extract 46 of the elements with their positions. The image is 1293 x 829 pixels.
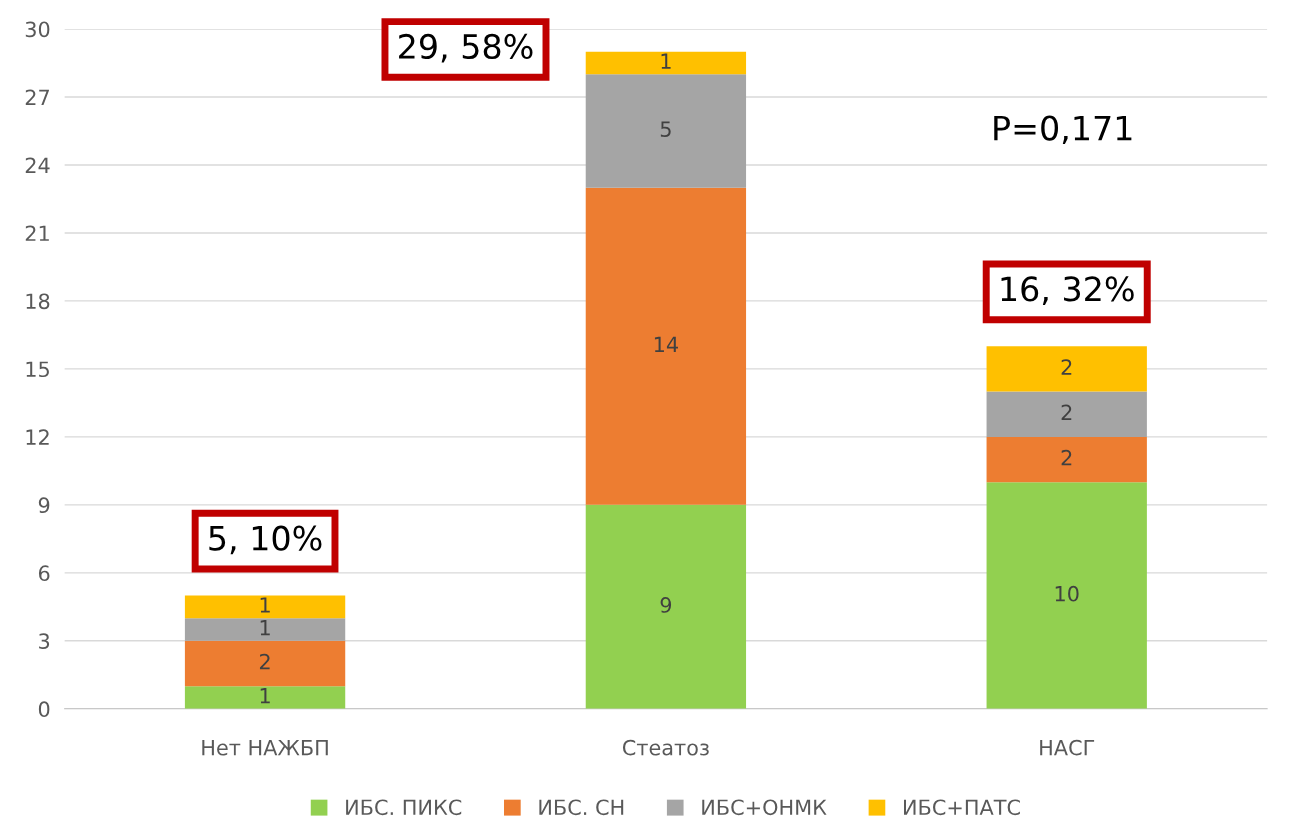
data-label: 2 [259, 653, 270, 670]
total-label: 29, 58% [399, 33, 533, 63]
bar [986, 346, 1147, 392]
bar [184, 618, 346, 641]
data-label: 9 [660, 597, 672, 613]
data-label: 1 [260, 620, 270, 636]
bar [184, 686, 346, 709]
y-tick-label: 6 [38, 565, 50, 582]
y-tick-label: 9 [38, 497, 50, 514]
legend-label: ИБС. ПИКС [346, 799, 462, 816]
annotation: P=0,171 [994, 115, 1132, 145]
bar [986, 391, 1147, 437]
total-label: 16, 32% [1001, 276, 1134, 305]
y-tick-label: 24 [25, 157, 50, 173]
bar [184, 595, 346, 619]
data-label: 5 [660, 121, 671, 138]
legend-label: ИБС+ОНМК [702, 799, 827, 816]
bar [585, 504, 747, 709]
legend-label: ИБС+ПАТС [904, 799, 1020, 816]
data-label: 1 [260, 597, 270, 613]
total-label: 5, 10% [209, 525, 322, 555]
x-tick-label: НАСГ [1040, 739, 1095, 756]
data-label: 1 [661, 53, 671, 69]
bar [585, 187, 747, 505]
bar [986, 482, 1147, 709]
y-tick-label: 27 [25, 89, 49, 105]
bar [585, 74, 747, 188]
x-tick-label: Стеатоз [622, 739, 709, 756]
y-tick-label: 15 [26, 361, 49, 378]
bar [184, 640, 346, 687]
y-tick-label: 21 [25, 225, 49, 241]
legend-label: ИБС. СН [539, 799, 624, 816]
data-label: 1 [260, 688, 270, 704]
x-tick-label: Нет НАЖБП [202, 739, 328, 756]
data-label: 14 [654, 336, 678, 352]
bar [585, 51, 747, 75]
y-tick-label: 18 [26, 293, 50, 310]
y-tick-label: 0 [38, 701, 50, 718]
bar [986, 436, 1147, 483]
data-label: 2 [1061, 449, 1072, 466]
y-tick-label: 12 [26, 429, 49, 445]
data-label: 2 [1061, 404, 1072, 420]
y-tick-label: 3 [39, 633, 50, 650]
data-label: 2 [1061, 359, 1072, 375]
y-tick-label: 30 [25, 21, 50, 38]
data-label: 10 [1055, 585, 1079, 602]
